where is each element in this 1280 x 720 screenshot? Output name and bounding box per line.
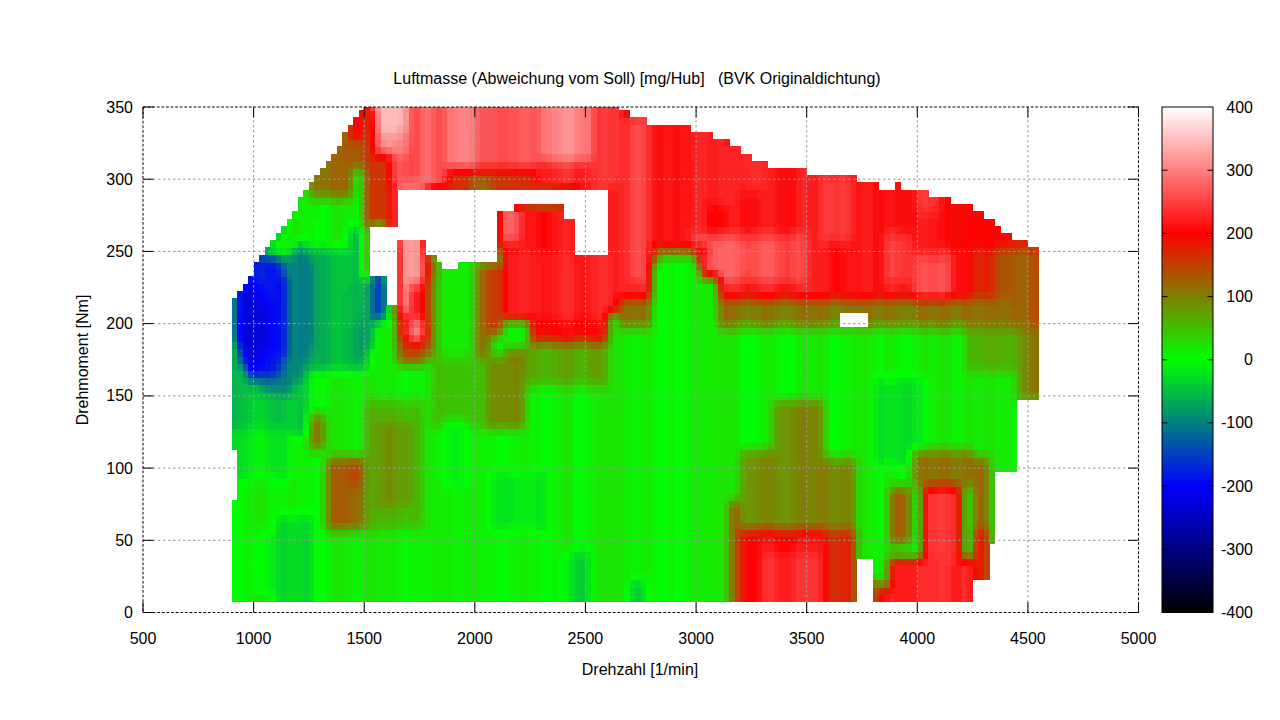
svg-text:400: 400 — [1226, 99, 1253, 116]
svg-text:250: 250 — [106, 243, 133, 260]
svg-text:300: 300 — [1226, 162, 1253, 179]
svg-text:100: 100 — [1226, 288, 1253, 305]
svg-text:-100: -100 — [1221, 414, 1253, 431]
svg-text:3500: 3500 — [789, 630, 825, 647]
svg-text:2000: 2000 — [457, 630, 493, 647]
svg-text:0: 0 — [124, 604, 133, 621]
svg-text:-300: -300 — [1221, 541, 1253, 558]
svg-text:0: 0 — [1244, 351, 1253, 368]
svg-text:Luftmasse (Abweichung vom Soll: Luftmasse (Abweichung vom Soll) [mg/Hub]… — [393, 70, 880, 87]
svg-text:-200: -200 — [1221, 478, 1253, 495]
svg-text:100: 100 — [106, 460, 133, 477]
svg-text:200: 200 — [1226, 225, 1253, 242]
svg-text:50: 50 — [115, 532, 133, 549]
svg-text:300: 300 — [106, 171, 133, 188]
svg-text:Drehmoment [Nm]: Drehmoment [Nm] — [74, 295, 91, 426]
svg-text:200: 200 — [106, 315, 133, 332]
svg-text:Drehzahl [1/min]: Drehzahl [1/min] — [582, 661, 699, 678]
svg-text:350: 350 — [106, 99, 133, 116]
svg-text:150: 150 — [106, 387, 133, 404]
svg-text:500: 500 — [130, 630, 157, 647]
svg-text:4000: 4000 — [900, 630, 936, 647]
svg-text:1500: 1500 — [346, 630, 382, 647]
svg-text:4500: 4500 — [1010, 630, 1046, 647]
svg-text:3000: 3000 — [678, 630, 714, 647]
svg-text:5000: 5000 — [1121, 630, 1157, 647]
svg-text:1000: 1000 — [236, 630, 272, 647]
svg-text:2500: 2500 — [568, 630, 604, 647]
svg-text:-400: -400 — [1221, 604, 1253, 621]
